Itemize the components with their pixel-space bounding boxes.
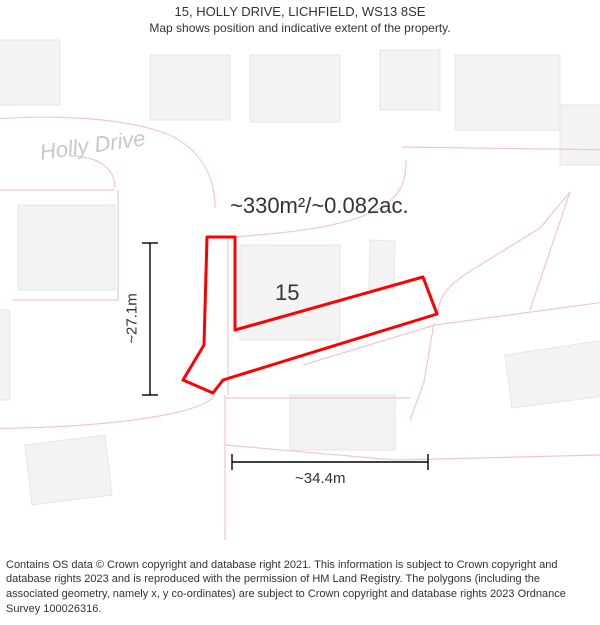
building-shape bbox=[455, 55, 560, 130]
road-edge bbox=[225, 445, 600, 460]
building-shape bbox=[18, 205, 115, 290]
building-shape bbox=[380, 50, 440, 110]
copyright-footer: Contains OS data © Crown copyright and d… bbox=[0, 554, 600, 625]
map-svg bbox=[0, 0, 600, 540]
page-subtitle: Map shows position and indicative extent… bbox=[0, 21, 600, 35]
building-shape bbox=[290, 395, 395, 450]
dim-vertical-line bbox=[142, 243, 158, 395]
building-shape bbox=[250, 55, 340, 122]
building-shape bbox=[150, 55, 230, 120]
building-shape bbox=[560, 105, 600, 165]
page-title: 15, HOLLY DRIVE, LICHFIELD, WS13 8SE bbox=[0, 4, 600, 19]
dim-horizontal-line bbox=[232, 454, 428, 470]
dim-horizontal-label: ~34.4m bbox=[295, 470, 345, 487]
plot-number-label: 15 bbox=[275, 280, 299, 306]
building-shape bbox=[369, 240, 395, 290]
building-shape bbox=[25, 435, 112, 505]
building-shape bbox=[0, 310, 10, 400]
header: 15, HOLLY DRIVE, LICHFIELD, WS13 8SE Map… bbox=[0, 0, 600, 35]
road-edge bbox=[0, 395, 215, 428]
road-edge bbox=[438, 192, 570, 315]
road-edge bbox=[410, 323, 434, 420]
dim-vertical-label: ~27.1m bbox=[124, 289, 141, 349]
area-label: ~330m²/~0.082ac. bbox=[230, 193, 409, 219]
road-edge bbox=[530, 192, 570, 310]
building-shape bbox=[0, 40, 60, 105]
building-shape bbox=[505, 340, 600, 408]
